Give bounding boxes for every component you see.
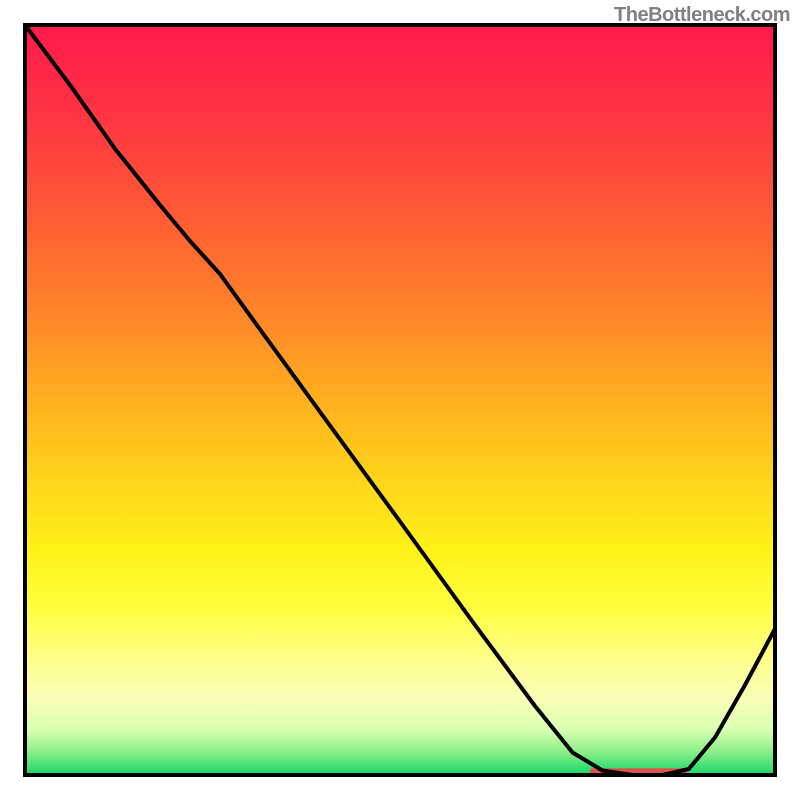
gradient-background <box>25 25 775 775</box>
watermark-label: TheBottleneck.com <box>614 4 790 27</box>
bottleneck-chart: TheBottleneck.com <box>0 0 800 800</box>
chart-canvas <box>0 0 800 800</box>
